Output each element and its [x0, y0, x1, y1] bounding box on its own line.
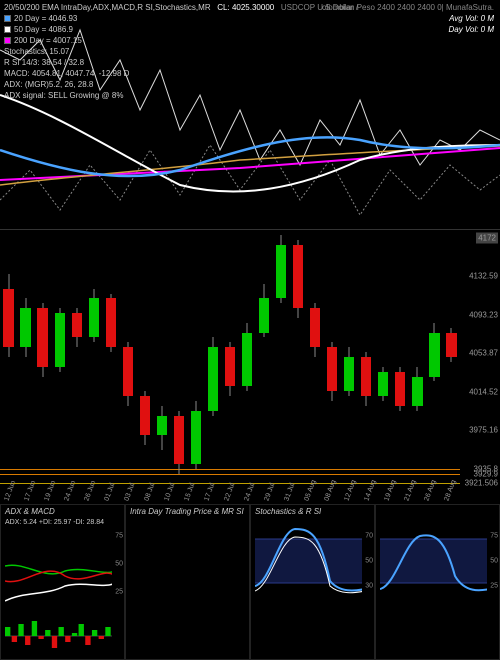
candle [293, 230, 303, 484]
candle [37, 230, 47, 484]
date-tick: 17 Jul [203, 482, 216, 502]
close-value: 4025.30000 [232, 3, 274, 12]
date-tick: 15 Jul [183, 482, 196, 502]
rsi-legend: R SI 14/3: 38.54 / 32.8 [4, 57, 496, 68]
ema200-legend: 200 Day = 4007.15 [4, 35, 496, 46]
candle [327, 230, 337, 484]
price-tick: 3975.16 [469, 426, 498, 435]
subpanel: 755025 [375, 504, 500, 660]
candle [276, 230, 286, 484]
date-tick: 24 Jul [243, 482, 256, 502]
candle [157, 230, 167, 484]
candle [259, 230, 269, 484]
adx-signal: ADX signal: SELL Growing @ 8% [4, 90, 496, 101]
candle [123, 230, 133, 484]
adx-legend: ADX: (MGR)5.2, 26, 28.8 [4, 79, 496, 90]
close-label: CL: [217, 3, 229, 12]
date-tick: 29 Jul [263, 482, 276, 502]
date-tick: 01 Jul [103, 482, 116, 502]
top-right-info: olombian Peso 2400 2400 2400 0| MunafaSu… [322, 2, 494, 35]
subpanel: ADX & MACDADX: 5.24 +DI: 25.97 -DI: 28.8… [0, 504, 125, 660]
subpanel: Intra Day Trading Price & MR SI [125, 504, 250, 660]
candle [140, 230, 150, 484]
candle [55, 230, 65, 484]
candle-chart [0, 230, 460, 484]
date-tick: 31 Jul [283, 482, 296, 502]
price-panel: 4132.594093.234053.874014.523975.163935.… [0, 230, 500, 504]
price-tick: 4053.87 [469, 349, 498, 358]
price-thumb: 4172 [476, 232, 498, 243]
candle [225, 230, 235, 484]
candle [208, 230, 218, 484]
candle [446, 230, 456, 484]
date-tick: 08 Jul [143, 482, 156, 502]
candle [89, 230, 99, 484]
candle [361, 230, 371, 484]
price-tick: 4132.59 [469, 272, 498, 281]
candle [20, 230, 30, 484]
date-tick: 10 Jul [163, 482, 176, 502]
candle [3, 230, 13, 484]
candle [242, 230, 252, 484]
candle [310, 230, 320, 484]
candle [106, 230, 116, 484]
adx-chart [5, 521, 112, 657]
date-tick: 22 Jul [223, 482, 236, 502]
subpanel-title: Stochastics & R SI [255, 507, 321, 516]
price-axis: 4132.594093.234053.874014.523975.163935.… [458, 230, 498, 504]
empty-chart [130, 521, 235, 655]
price-tick: 4093.23 [469, 310, 498, 319]
candle [395, 230, 405, 484]
candle [72, 230, 82, 484]
candle [378, 230, 388, 484]
subpanel: Stochastics & R SI 705030 [250, 504, 375, 660]
candle [412, 230, 422, 484]
candle [191, 230, 201, 484]
price-tick: 4014.52 [469, 387, 498, 396]
subpanel-row: ADX & MACDADX: 5.24 +DI: 25.97 -DI: 28.8… [0, 504, 500, 660]
candle [429, 230, 439, 484]
date-tick: 03 Jul [123, 482, 136, 502]
price-tick: 3921.506 [465, 478, 498, 487]
candle [174, 230, 184, 484]
stoch-legend: Stochastics: 15.07 [4, 46, 496, 57]
day-vol: Day Vol: 0 M [322, 24, 494, 35]
rsi-chart [380, 521, 487, 657]
candle [344, 230, 354, 484]
subpanel-title: ADX & MACD [5, 507, 55, 516]
date-axis: 12 Jun17 Jun19 Jun24 Jun26 Jun01 Jul03 J… [0, 486, 460, 502]
macd-legend: MACD: 4054.81, 4047.74, -12.98 D [4, 68, 496, 79]
stoch-chart [255, 521, 362, 657]
avg-vol: Avg Vol: 0 M [322, 13, 494, 24]
subpanel-title: Intra Day Trading Price & MR SI [130, 507, 244, 516]
